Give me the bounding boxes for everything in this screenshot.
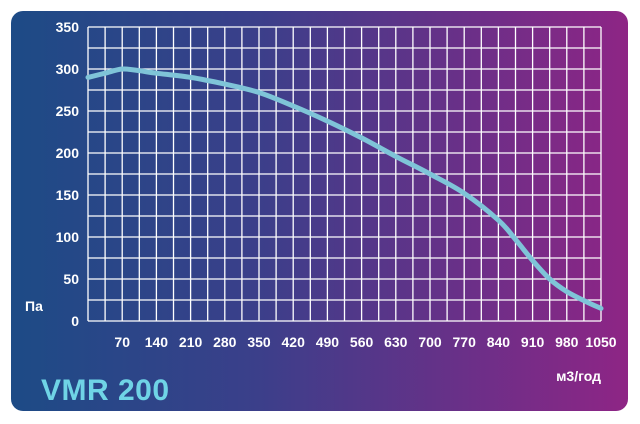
x-tick-label: 910 (521, 334, 545, 350)
x-tick-label: 700 (418, 334, 442, 350)
y-tick-label: 150 (56, 187, 80, 203)
pressure-flow-chart: 0 50 100 150 200 250 300 350 70 140 210 280 350 420 49… (25, 19, 617, 384)
x-tick-label: 280 (213, 334, 237, 350)
x-tick-label: 840 (487, 334, 511, 350)
y-tick-label: 0 (71, 313, 79, 329)
x-tick-label: 770 (453, 334, 477, 350)
x-tick-label: 140 (145, 334, 169, 350)
series-line (85, 66, 604, 311)
model-title: VMR 200 (41, 374, 170, 407)
chart-card: 0 50 100 150 200 250 300 350 70 140 210 280 350 420 49… (11, 11, 628, 411)
y-tick-label: 100 (56, 229, 80, 245)
x-tick-label: 1050 (585, 334, 616, 350)
x-tick-label: 70 (114, 334, 130, 350)
y-tick-label: 250 (56, 103, 80, 119)
y-axis-label: Па (25, 298, 43, 314)
y-tick-label: 350 (56, 19, 80, 35)
y-tick-label: 200 (56, 145, 80, 161)
y-tick-label: 50 (63, 271, 79, 287)
x-tick-label: 420 (282, 334, 306, 350)
x-tick-label: 560 (350, 334, 374, 350)
x-tick-label: 980 (555, 334, 579, 350)
y-tick-label: 300 (56, 61, 80, 77)
x-tick-label: 210 (179, 334, 203, 350)
x-tick-label: 350 (247, 334, 271, 350)
x-tick-label: 630 (384, 334, 408, 350)
x-tick-label: 490 (316, 334, 340, 350)
x-axis-label: м3/год (556, 368, 601, 384)
